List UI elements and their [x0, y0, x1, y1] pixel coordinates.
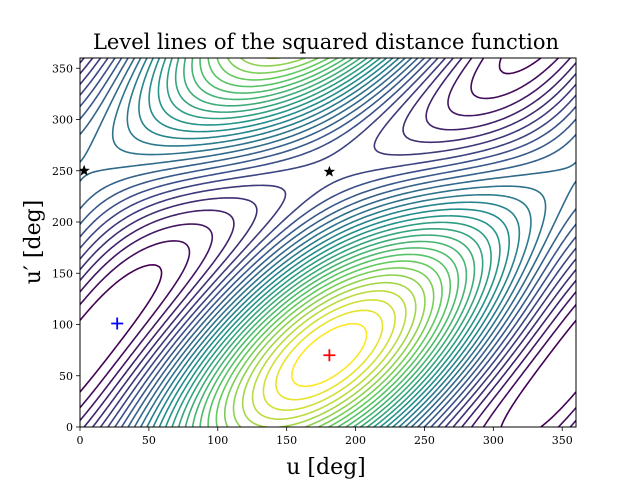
contour-level-line [111, 58, 547, 427]
contour-level-line [199, 58, 460, 427]
plot-frame [79, 57, 577, 428]
y-tick-label: 50 [59, 370, 73, 383]
y-tick-label: 150 [52, 267, 73, 280]
contour-lines [80, 58, 576, 427]
x-tick-label: 100 [207, 434, 228, 447]
contour-level-line [262, 299, 396, 411]
contour-level-line [138, 58, 521, 427]
x-tick-label: 200 [345, 434, 366, 447]
y-axis-ticks: 0 50 100 150 200 250 300 350 [52, 62, 80, 434]
contour-level-line [80, 58, 576, 427]
x-axis-label: u [deg] [286, 455, 366, 480]
contour-level-line [80, 58, 576, 427]
x-tick-label: 350 [552, 434, 573, 447]
y-tick-label: 100 [52, 319, 73, 332]
y-axis-label: u′ [deg] [21, 200, 46, 285]
x-tick-label: 250 [414, 434, 435, 447]
contour-level-line [80, 58, 576, 427]
x-tick-label: 150 [276, 434, 297, 447]
contour-level-line [80, 58, 576, 427]
plus-marker [323, 349, 336, 362]
x-axis-ticks: 0 50 100 150 200 250 300 350 [77, 427, 573, 447]
chart-title: Level lines of the squared distance func… [93, 30, 559, 54]
contour-level-line [80, 58, 576, 427]
y-tick-label: 0 [66, 421, 73, 434]
contour-level-line [275, 309, 384, 401]
contour-level-line [223, 58, 435, 427]
contour-level-line [174, 58, 484, 427]
contour-level-line [241, 58, 417, 427]
star-marker [80, 164, 90, 176]
x-tick-label: 300 [483, 434, 504, 447]
contour-level-line [291, 322, 368, 388]
contour-level-line [215, 58, 443, 427]
contour-level-line [183, 58, 476, 427]
x-tick-label: 50 [142, 434, 156, 447]
contour-level-line [80, 58, 576, 427]
y-tick-label: 300 [52, 114, 73, 127]
contour-level-line [191, 58, 468, 427]
markers [80, 164, 336, 362]
y-tick-label: 250 [52, 165, 73, 178]
star-marker [323, 165, 336, 177]
y-tick-label: 350 [52, 62, 73, 75]
contour-level-line [80, 58, 576, 427]
plus-marker [111, 317, 124, 330]
contour-level-line [166, 58, 492, 427]
contour-level-line [207, 58, 452, 427]
x-tick-label: 0 [77, 434, 84, 447]
contour-level-line [251, 290, 407, 420]
contour-level-line [80, 58, 576, 427]
contour-level-line [232, 58, 426, 427]
y-tick-label: 200 [52, 216, 73, 229]
contour-level-line [148, 58, 510, 427]
contour-level-line [126, 58, 532, 427]
